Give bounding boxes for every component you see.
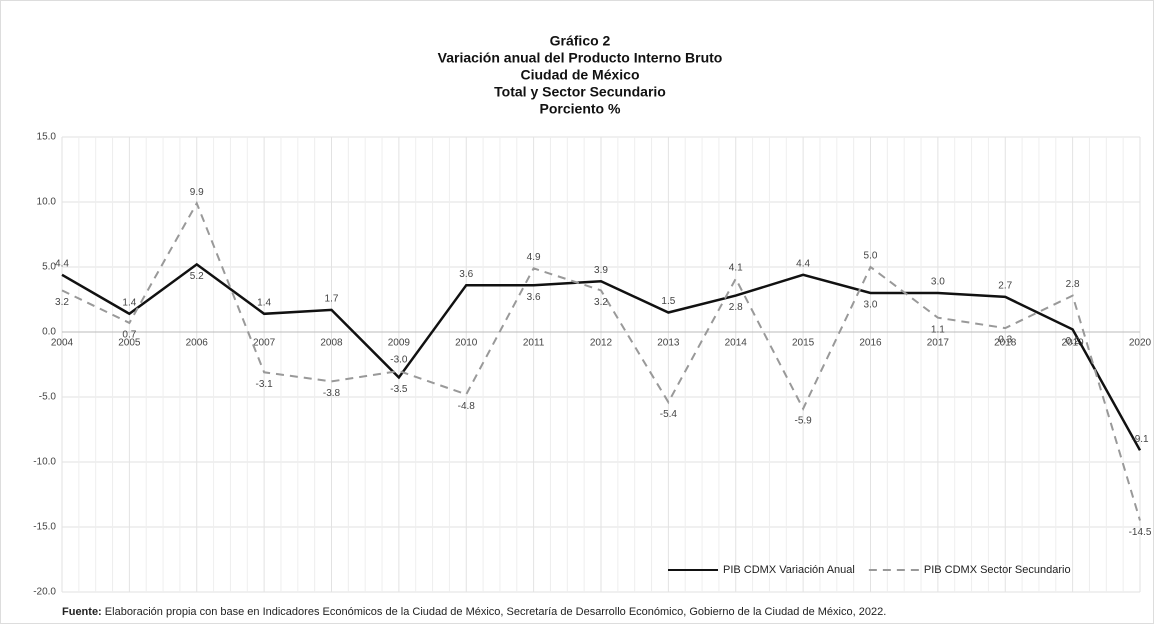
x-tick-label: 2004 [51, 338, 74, 349]
y-tick-label: 5.0 [42, 262, 56, 273]
data-label: -3.1 [256, 379, 274, 390]
x-tick-label: 2011 [523, 338, 545, 349]
source-label: Fuente: [62, 606, 102, 618]
data-label: 4.4 [796, 258, 810, 269]
x-tick-label: 2007 [253, 338, 276, 349]
x-tick-label: 2019 [1062, 338, 1085, 349]
data-label: -3.5 [390, 384, 408, 395]
data-label: -4.8 [458, 401, 476, 412]
x-tick-label: 2009 [388, 338, 411, 349]
data-label: 2.8 [1066, 279, 1080, 290]
x-tick-label: 2013 [657, 338, 680, 349]
data-label: 5.2 [190, 271, 204, 282]
data-label: 2.7 [998, 281, 1012, 292]
chart-title: Total y Sector Secundario [494, 84, 666, 100]
series-line [61, 200, 1141, 521]
y-tick-label: -15.0 [33, 522, 56, 533]
source-text: Elaboración propia con base en Indicador… [105, 606, 886, 618]
x-tick-label: 2006 [186, 338, 209, 349]
x-tick-label: 2018 [994, 338, 1017, 349]
y-tick-label: 0.0 [42, 327, 56, 338]
data-label: 3.9 [594, 265, 608, 276]
data-label: -14.5 [1129, 527, 1152, 538]
legend-label: PIB CDMX Variación Anual [723, 564, 855, 576]
data-label: 3.0 [864, 300, 878, 311]
x-tick-label: 2014 [725, 338, 748, 349]
data-label: 4.4 [55, 258, 69, 269]
data-label: 9.9 [190, 187, 204, 198]
x-tick-label: 2005 [118, 338, 141, 349]
x-tick-label: 2008 [320, 338, 343, 349]
x-tick-label: 2017 [927, 338, 950, 349]
data-label: 1.1 [931, 324, 945, 335]
x-tick-label: 2020 [1129, 338, 1152, 349]
data-label: -5.9 [795, 415, 813, 426]
chart-title: Ciudad de México [520, 67, 639, 83]
data-label: 2.8 [729, 302, 743, 313]
data-label: 0.3 [998, 335, 1012, 346]
data-label: -3.8 [323, 388, 341, 399]
y-tick-label: -20.0 [33, 587, 56, 598]
data-label: 1.7 [325, 294, 339, 305]
data-label: 0.7 [122, 330, 136, 341]
x-tick-label: 2012 [590, 338, 613, 349]
x-tick-label: 2010 [455, 338, 478, 349]
data-label: 3.2 [55, 297, 69, 308]
data-label: 5.0 [864, 251, 878, 262]
data-label: 1.4 [257, 297, 271, 308]
data-label: 3.2 [594, 297, 608, 308]
data-label: 1.4 [122, 297, 136, 308]
chart-title: Variación anual del Producto Interno Bru… [438, 50, 723, 66]
chart-title: Porciento % [540, 101, 621, 117]
source: Fuente: Elaboración propia con base en I… [62, 606, 886, 618]
data-label: 3.6 [527, 292, 541, 303]
data-label: 4.9 [527, 252, 541, 263]
data-label: 3.6 [459, 269, 473, 280]
data-label: 4.1 [729, 262, 743, 273]
data-label: -5.4 [660, 409, 678, 420]
y-tick-label: -5.0 [39, 392, 57, 403]
y-tick-label: 10.0 [37, 197, 57, 208]
x-tick-label: 2016 [859, 338, 882, 349]
x-tick-label: 2015 [792, 338, 815, 349]
y-tick-label: 15.0 [37, 132, 57, 143]
data-label: 3.0 [931, 277, 945, 288]
data-label: 0.2 [1066, 336, 1080, 347]
data-label: -9.1 [1131, 434, 1149, 445]
legend-label: PIB CDMX Sector Secundario [924, 564, 1071, 576]
chart-title: Gráfico 2 [550, 33, 611, 49]
y-tick-label: -10.0 [33, 457, 56, 468]
data-label: -3.0 [390, 355, 408, 366]
data-label: 1.5 [661, 296, 675, 307]
series-line [61, 262, 1142, 451]
